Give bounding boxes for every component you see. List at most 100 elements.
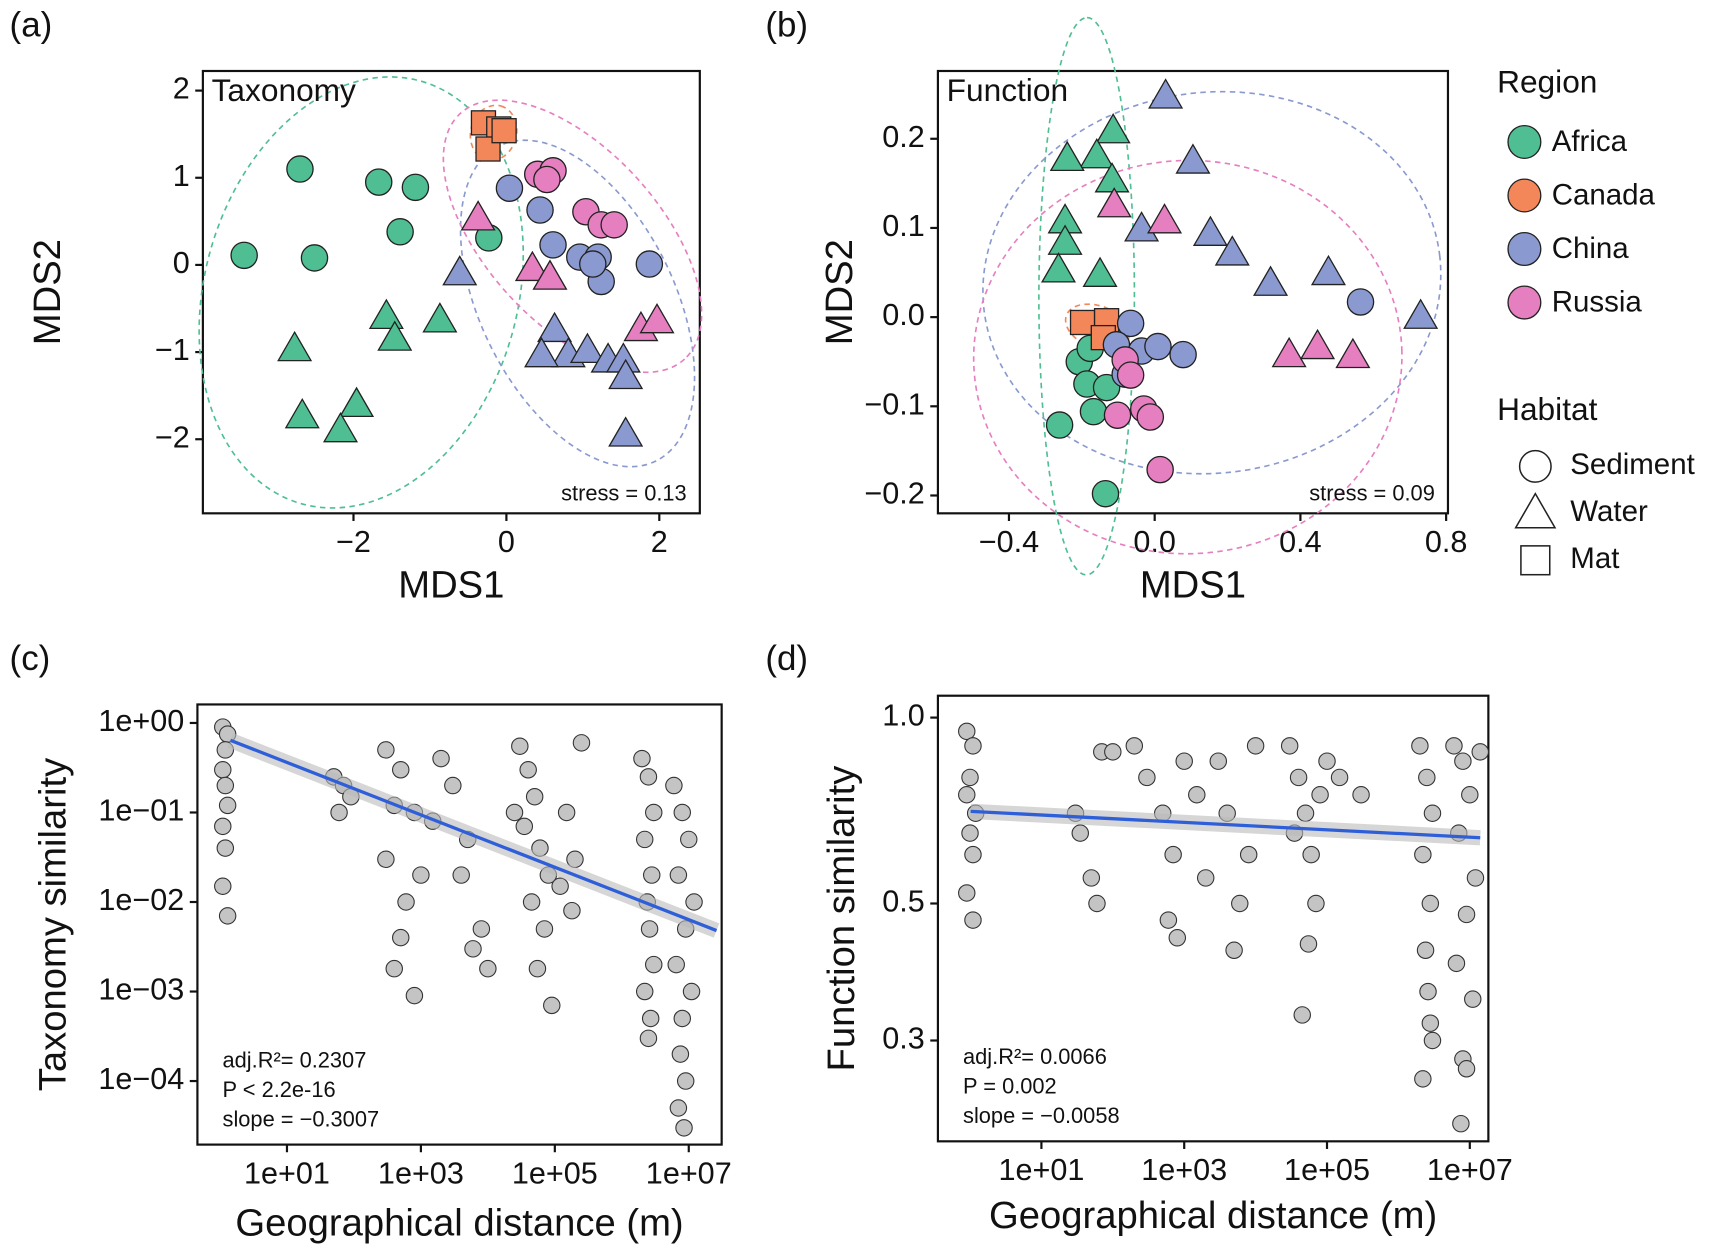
- point: [339, 386, 375, 418]
- point: [1464, 990, 1482, 1008]
- point: [1471, 743, 1489, 761]
- point: [1103, 401, 1132, 429]
- x-tick-label: 1e+01: [998, 1153, 1084, 1187]
- legend-swatch: [1507, 231, 1542, 267]
- point: [1454, 752, 1472, 770]
- point: [1318, 752, 1336, 770]
- confidence-ellipse: [198, 76, 525, 509]
- point: [230, 241, 258, 270]
- point: [669, 1099, 688, 1117]
- point: [218, 796, 237, 815]
- panel-label: (c): [10, 639, 51, 678]
- y-tick-label: 1: [173, 159, 190, 193]
- point: [1239, 845, 1258, 864]
- y-axis-label: MDS2: [26, 239, 69, 345]
- point: [535, 920, 554, 938]
- point: [514, 250, 550, 282]
- point: [1299, 935, 1318, 953]
- point: [397, 893, 415, 911]
- y-tick-label: 2: [173, 72, 190, 106]
- point: [1414, 1070, 1432, 1088]
- confidence-ellipse: [459, 139, 696, 468]
- point: [645, 955, 663, 974]
- point: [1088, 894, 1106, 913]
- point: [385, 959, 403, 978]
- point: [491, 118, 517, 144]
- point: [608, 358, 644, 390]
- legend-label: Water: [1570, 495, 1648, 528]
- x-tick-label: 1e+07: [646, 1156, 732, 1190]
- point: [277, 330, 313, 362]
- point: [600, 211, 628, 239]
- x-tick-label: 0.8: [1425, 525, 1468, 559]
- point: [1196, 869, 1215, 887]
- point: [642, 866, 661, 884]
- point: [964, 737, 982, 755]
- point: [1116, 361, 1145, 389]
- point: [524, 336, 560, 368]
- point: [1096, 187, 1132, 218]
- point: [543, 996, 561, 1015]
- point: [444, 776, 462, 795]
- point: [676, 1072, 695, 1090]
- x-tick-label: 1e+01: [244, 1156, 330, 1190]
- y-tick-label: −2: [155, 420, 190, 454]
- legend-label: Russia: [1552, 285, 1643, 318]
- point: [1416, 941, 1435, 959]
- panel-label: (d): [765, 639, 808, 678]
- point: [563, 901, 581, 920]
- point: [1280, 737, 1299, 755]
- point: [1079, 397, 1108, 426]
- y-tick-label: 0.5: [882, 885, 925, 919]
- point: [1159, 911, 1178, 929]
- point: [216, 839, 235, 857]
- point: [964, 911, 982, 929]
- point: [1214, 235, 1250, 266]
- point: [1289, 768, 1308, 787]
- point: [412, 866, 430, 884]
- point: [958, 722, 976, 741]
- point: [557, 803, 576, 822]
- point: [392, 928, 410, 947]
- y-tick-label: 1.0: [882, 699, 925, 733]
- point: [377, 741, 395, 759]
- point: [645, 803, 663, 822]
- point: [1192, 215, 1228, 246]
- x-tick-label: 1e+03: [378, 1156, 464, 1190]
- point: [680, 830, 698, 849]
- stat-text: adj.R²= 0.0066: [963, 1044, 1107, 1069]
- panel-label: (a): [10, 6, 53, 45]
- point: [635, 982, 654, 1001]
- point: [671, 1045, 690, 1063]
- point: [1352, 786, 1370, 804]
- point: [579, 250, 607, 278]
- point: [1403, 298, 1439, 329]
- point: [377, 850, 395, 869]
- point: [1445, 737, 1463, 755]
- point: [551, 877, 569, 895]
- y-axis-label: Function similarity: [820, 765, 863, 1072]
- panel-annotation: Taxonomy: [212, 72, 356, 108]
- point: [641, 1009, 660, 1028]
- point: [284, 398, 320, 429]
- x-axis-label: Geographical distance (m): [235, 1202, 683, 1245]
- panel-label: (b): [765, 6, 808, 45]
- x-axis-label: MDS1: [1140, 564, 1246, 607]
- point: [640, 920, 659, 938]
- legend-swatch: [1507, 178, 1542, 213]
- point: [214, 877, 232, 895]
- y-tick-label: 1e−02: [98, 883, 184, 917]
- point: [665, 776, 683, 795]
- y-tick-label: 1e−03: [98, 973, 184, 1007]
- point: [505, 803, 524, 822]
- point: [1421, 1014, 1440, 1032]
- point: [511, 737, 529, 755]
- panel-annotation: Function: [947, 72, 1068, 108]
- stat-text: P = 0.002: [963, 1074, 1057, 1099]
- point: [608, 416, 644, 447]
- x-tick-label: 1e+07: [1427, 1153, 1513, 1187]
- plot-frame: [936, 69, 1450, 515]
- point: [1169, 340, 1197, 369]
- stress-note: stress = 0.13: [561, 481, 687, 506]
